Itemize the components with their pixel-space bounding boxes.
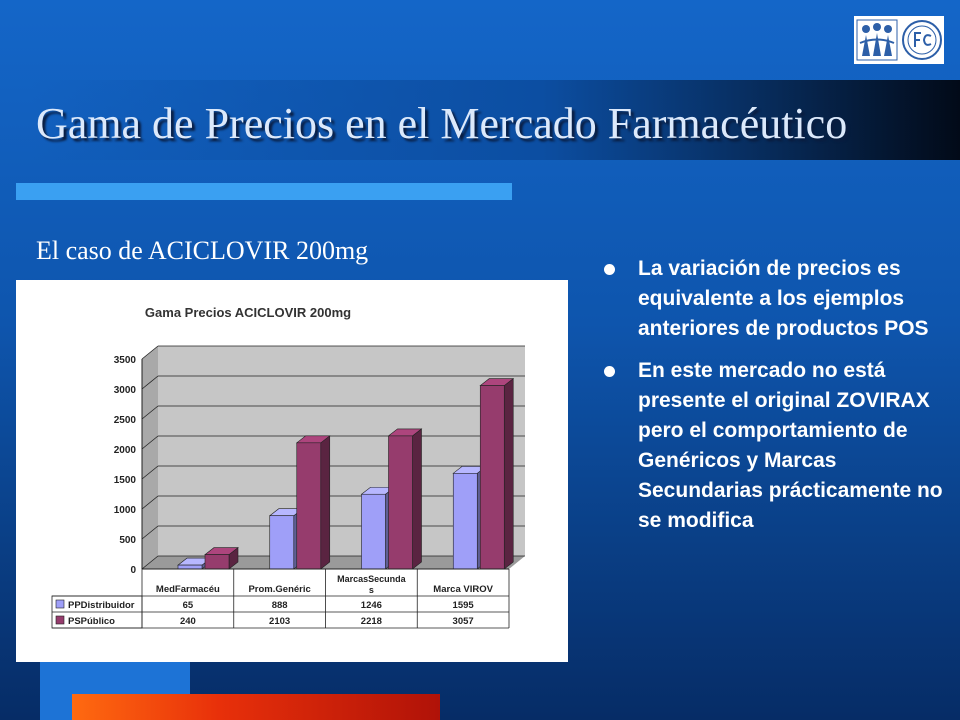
chart-frame: Gama Precios ACICLOVIR 200mg 0 500 1000 150…: [16, 280, 568, 662]
bullet-text: En este mercado no está presente el orig…: [638, 359, 943, 532]
gridline-side: [141, 525, 159, 540]
bar-front: [269, 515, 295, 570]
logo: [854, 16, 944, 64]
people-logo-icon: [856, 19, 898, 61]
bar-front: [204, 554, 230, 570]
gridline-side: [141, 375, 159, 390]
bar-front: [177, 564, 203, 570]
title-band: [30, 80, 960, 160]
legend-label: PSPúblico: [68, 616, 115, 627]
y-tick-label: 500: [119, 535, 136, 546]
bullet-dot: [604, 264, 615, 275]
decorative-bottom-bar: [72, 694, 440, 720]
table-value: 1246: [361, 600, 382, 611]
bullet-item: La variación de precios es equivalente a…: [604, 254, 944, 344]
table-value: 240: [180, 616, 196, 627]
x-tick-label: MarcasSecunda: [337, 574, 407, 584]
legend-swatch: [55, 599, 65, 609]
page-title: Gama de Precios en el Mercado Farmacéuti…: [36, 99, 848, 148]
bar-side: [320, 435, 331, 570]
bar-side: [412, 428, 422, 570]
table-value: 3057: [453, 616, 474, 627]
table-value: 2103: [269, 616, 290, 627]
chart-title: Gama Precios ACICLOVIR 200mg: [145, 305, 351, 320]
chart-side-wall: [142, 346, 158, 569]
bullet-list: La variación de precios es equivalente a…: [604, 254, 944, 548]
bar-front: [361, 493, 386, 570]
gridline-side: [141, 405, 159, 420]
gridline-side: [141, 435, 159, 450]
bar-front: [388, 435, 413, 570]
table-value: 888: [272, 600, 288, 611]
fc-seal-icon: [902, 20, 942, 60]
title-underline: [16, 183, 512, 200]
gridline-side: [141, 345, 159, 360]
bullet-text: La variación de precios es equivalente a…: [638, 257, 929, 340]
bar-side: [503, 377, 514, 570]
price-range-chart: Gama Precios ACICLOVIR 200mg 0 500 1000 150…: [51, 305, 525, 629]
x-tick-label-wrap: s: [369, 585, 374, 595]
bar: [295, 435, 331, 570]
bullet-dot: [604, 366, 615, 377]
y-tick-label: 3500: [114, 355, 137, 366]
y-tick-label: 2000: [114, 445, 137, 456]
y-tick-label: 3000: [114, 385, 137, 396]
gridline-side: [141, 555, 159, 570]
bar-front: [452, 473, 478, 570]
legend-swatch: [55, 615, 65, 625]
bar-front: [296, 442, 322, 570]
gridline-side: [141, 495, 159, 510]
chart-back-wall: [158, 346, 525, 556]
bar: [479, 377, 515, 570]
bar: [387, 428, 423, 570]
bar-front: [479, 385, 505, 570]
y-tick-label: 1000: [114, 505, 137, 516]
x-tick-label: Prom.Genéric: [248, 584, 310, 595]
y-tick-label: 1500: [114, 475, 137, 486]
legend-label: PPDistribuidor: [68, 600, 135, 611]
y-tick-label: 0: [130, 565, 136, 576]
bar: [204, 546, 239, 570]
chart-subtitle: El caso de ACICLOVIR 200mg: [36, 236, 369, 265]
table-value: 2218: [361, 616, 382, 627]
gridline-side: [141, 465, 159, 480]
table-value: 1595: [453, 600, 475, 611]
y-tick-label: 2500: [114, 415, 137, 426]
x-tick-label: MedFarmacéu: [156, 584, 220, 595]
bullet-item: En este mercado no está presente el orig…: [604, 356, 944, 536]
table-value: 65: [183, 600, 194, 611]
x-tick-label: Marca VIROV: [433, 584, 493, 595]
